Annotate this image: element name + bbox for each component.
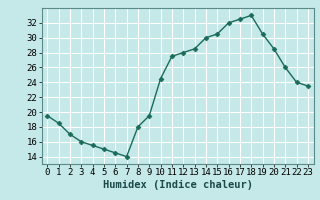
X-axis label: Humidex (Indice chaleur): Humidex (Indice chaleur) <box>103 180 252 190</box>
